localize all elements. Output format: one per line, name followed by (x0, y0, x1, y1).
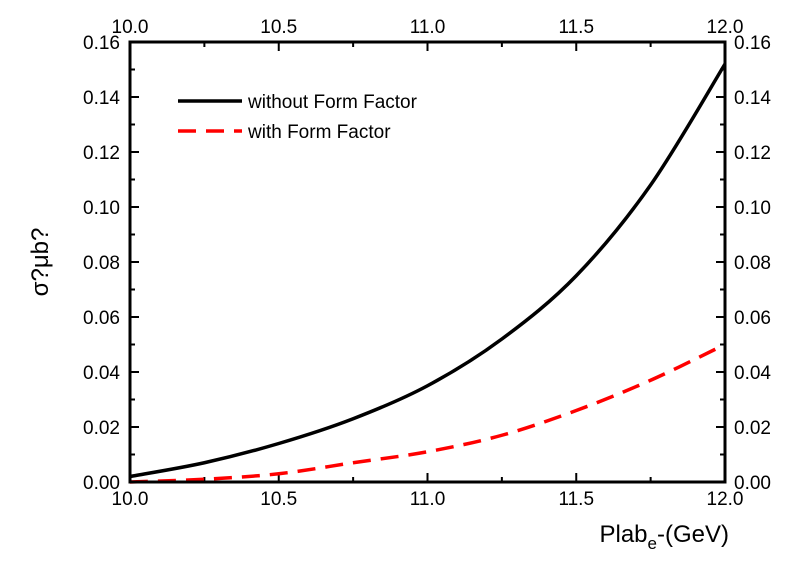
y-tick-label-left: 0.10 (83, 198, 120, 219)
y-tick-label-left: 0.14 (83, 88, 120, 109)
y-tick-label-right: 0.08 (734, 253, 771, 274)
series-line-without-form-factor (130, 64, 725, 477)
x-axis-title-subscript: e (648, 534, 657, 553)
x-tick-label-bottom: 10.5 (260, 489, 297, 510)
x-tick-label-top: 11.0 (410, 17, 446, 38)
x-axis-title-suffix: -(GeV) (657, 521, 729, 548)
y-tick-label-left: 0.06 (83, 308, 120, 329)
plot-frame (130, 42, 725, 482)
y-tick-label-right: 0.06 (734, 308, 771, 329)
legend: without Form Factor with Form Factor (178, 92, 418, 143)
y-tick-label-right: 0.00 (734, 473, 771, 494)
y-tick-label-left: 0.00 (83, 473, 120, 494)
x-tick-label-bottom: 11.5 (558, 489, 594, 510)
x-tick-label-bottom: 11.0 (410, 489, 446, 510)
y-axis-title: σ?μb? (27, 228, 54, 297)
y-tick-label-left: 0.04 (83, 363, 120, 384)
x-axis-title-main: Plab (599, 521, 647, 548)
y-tick-label-right: 0.14 (734, 88, 771, 109)
x-tick-label-top: 11.5 (558, 17, 594, 38)
y-tick-label-left: 0.12 (83, 143, 120, 164)
x-tick-label-top: 10.5 (260, 17, 297, 38)
ticks-layer: 10.010.010.510.511.011.011.511.512.012.0… (83, 17, 771, 510)
y-tick-label-right: 0.12 (734, 143, 771, 164)
y-tick-label-right: 0.16 (734, 33, 771, 54)
y-tick-label-right: 0.10 (734, 198, 771, 219)
series-layer (130, 64, 725, 482)
series-line-with-form-factor (130, 345, 725, 483)
legend-label-without-form-factor: without Form Factor (247, 92, 418, 113)
legend-label-with-form-factor: with Form Factor (247, 122, 391, 143)
y-tick-label-left: 0.02 (83, 418, 120, 439)
y-tick-label-right: 0.02 (734, 418, 771, 439)
y-tick-label-left: 0.08 (83, 253, 120, 274)
y-tick-label-right: 0.04 (734, 363, 771, 384)
y-tick-label-left: 0.16 (83, 33, 120, 54)
x-axis-title: Plabe-(GeV) (599, 521, 729, 553)
